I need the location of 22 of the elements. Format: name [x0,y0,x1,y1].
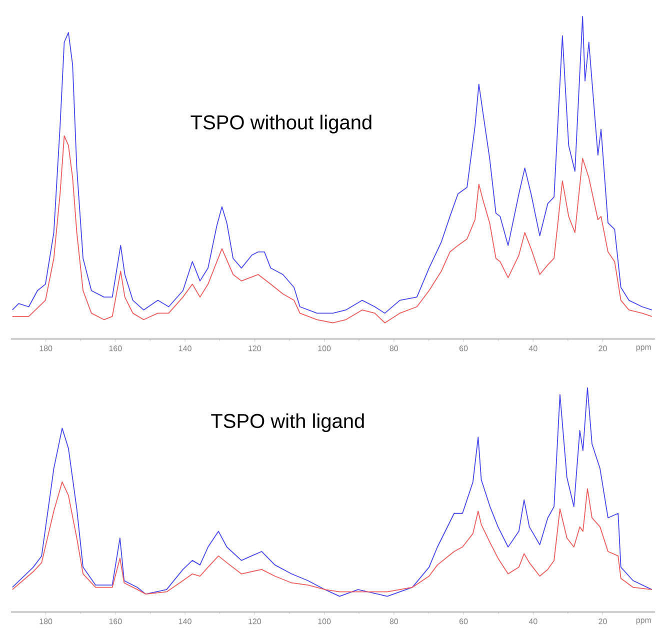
x-tick-label: 20 [598,346,607,352]
x-tick-label: 20 [598,618,607,624]
text: TSPO without ligand [190,114,372,134]
x-tick-label: 160 [109,618,122,624]
x-tick-label: 160 [109,346,122,352]
x-tick-label: 120 [248,618,262,624]
x-tick-label: 120 [248,346,262,352]
x-tick-label: 60 [459,618,468,624]
x-tick-label: 180 [40,618,52,624]
text: TSPO with ligand [211,413,364,432]
x-tick-label: 180 [40,346,52,352]
x-tick-label: 80 [390,618,398,624]
x-tick-label: 60 [459,346,468,352]
x-axis-title: ppm [636,618,651,624]
x-tick-label: 100 [318,618,331,624]
x-tick-label: 140 [178,618,192,624]
x-tick-label: 140 [178,346,192,352]
x-tick-label: 100 [318,346,331,352]
x-tick-label: 40 [528,346,538,352]
x-tick-label: 40 [528,618,538,624]
x-tick-label: 80 [390,346,398,352]
x-axis-title: ppm [636,346,651,352]
